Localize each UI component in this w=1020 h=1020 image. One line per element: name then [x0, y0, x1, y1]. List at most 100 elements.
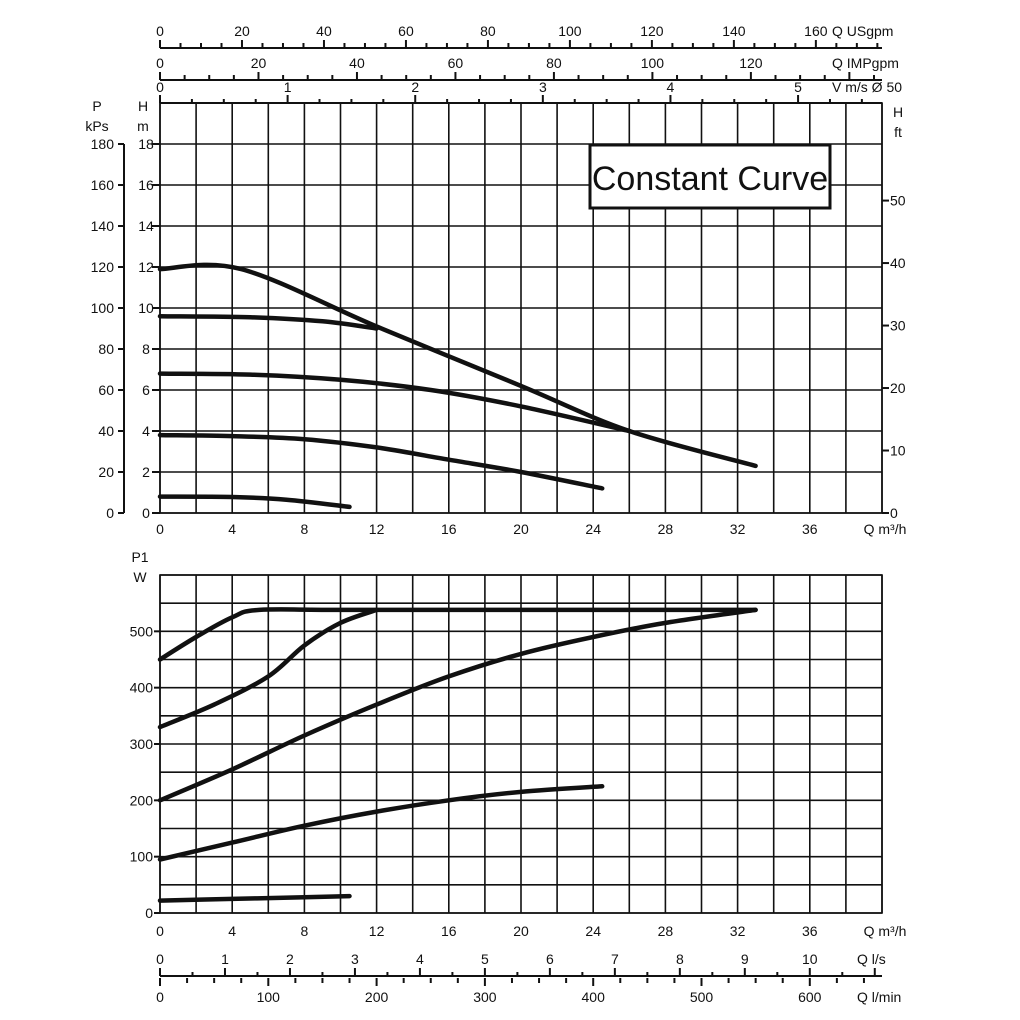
y-tick-label-ft: 50: [890, 193, 906, 209]
top-axis-tick-label: 40: [349, 55, 365, 71]
y-tick-label-ft: 10: [890, 443, 906, 459]
power-curve-1: [157, 607, 758, 662]
y-tick-label-w: 300: [130, 736, 154, 752]
title-frame: [588, 143, 832, 210]
top-axis-tick-label: 80: [480, 23, 496, 39]
x-tick-label: 12: [369, 521, 385, 537]
top-axis-label: Q USgpm: [832, 23, 893, 39]
y-tick-label-m: 10: [138, 300, 154, 316]
x-tick-label: 24: [585, 923, 601, 939]
y-tick-label-kpa: 20: [98, 464, 114, 480]
y-tick-label-kpa: 80: [98, 341, 114, 357]
x-tick-label: 0: [156, 521, 164, 537]
y-tick-label-ft: 40: [890, 255, 906, 271]
x-tick-label: 20: [513, 521, 529, 537]
x-tick-label: 28: [658, 521, 674, 537]
power-axis-title: P1: [131, 549, 148, 565]
ls-tick-label: 10: [802, 951, 818, 967]
y-tick-label-w: 400: [130, 680, 154, 696]
y-tick-label-kpa: 120: [91, 259, 115, 275]
top-axis-tick-label: 0: [156, 23, 164, 39]
top-axis-tick-label: 80: [546, 55, 562, 71]
y-tick-label-kpa: 40: [98, 423, 114, 439]
y-tick-label-m: 8: [142, 341, 150, 357]
head-curve-5: [157, 494, 352, 510]
lmin-tick-label: 200: [365, 989, 389, 1005]
top-axis-tick-label: 3: [539, 79, 547, 95]
x-tick-label: 4: [228, 923, 236, 939]
top-axis-label: Q IMPgpm: [832, 55, 899, 71]
head-curve-1: [157, 262, 758, 469]
x-tick-label: 8: [301, 923, 309, 939]
lmin-tick-label: 100: [257, 989, 281, 1005]
x-tick-label: 28: [658, 923, 674, 939]
lmin-axis-label: Q l/min: [857, 989, 901, 1005]
top-axis-label: V m/s Ø 50: [832, 79, 902, 95]
m-axis-unit: m: [137, 118, 149, 134]
ft-axis-title: H: [893, 104, 903, 120]
y-tick-label-m: 18: [138, 136, 154, 152]
lmin-tick-label: 400: [582, 989, 606, 1005]
top-axis-tick-label: 160: [804, 23, 828, 39]
y-tick-label-kpa: 160: [91, 177, 115, 193]
x-tick-label: 16: [441, 521, 457, 537]
m-axis-title: H: [138, 98, 148, 114]
y-tick-label-kpa: 140: [91, 218, 115, 234]
ls-tick-label: 0: [156, 951, 164, 967]
y-tick-label-w: 100: [130, 849, 154, 865]
ls-tick-label: 9: [741, 951, 749, 967]
top-axis-tick-label: 20: [251, 55, 267, 71]
x-tick-label: 12: [369, 923, 385, 939]
y-tick-label-ft: 0: [890, 505, 898, 521]
top-axis-tick-label: 2: [411, 79, 419, 95]
y-tick-label-w: 200: [130, 792, 154, 808]
power-curve-3: [157, 607, 758, 803]
ls-tick-label: 4: [416, 951, 424, 967]
x-tick-label: 32: [730, 923, 746, 939]
top-axis-tick-label: 60: [398, 23, 414, 39]
y-tick-label-kpa: 60: [98, 382, 114, 398]
y-tick-label-w: 0: [145, 905, 153, 921]
head-curve-2: [157, 313, 379, 331]
head-curve-3: [157, 371, 632, 434]
x-tick-label: 16: [441, 923, 457, 939]
y-tick-label-m: 4: [142, 423, 150, 439]
x-tick-label: 32: [730, 521, 746, 537]
chart-title: Constant Curve: [592, 160, 828, 198]
power-curve-2: [157, 607, 379, 730]
x-tick-label: 4: [228, 521, 236, 537]
top-axis-tick-label: 20: [234, 23, 250, 39]
top-axis-tick-label: 0: [156, 79, 164, 95]
x-tick-label: 8: [301, 521, 309, 537]
y-tick-label-m: 14: [138, 218, 154, 234]
head-flow-panel: 0 4 8 12 16 20 24 28 32 36 Q m³/h02468101214161802…: [85, 23, 906, 537]
top-axis-tick-label: 1: [284, 79, 292, 95]
top-axis-tick-label: 4: [667, 79, 675, 95]
top-axis-tick-label: 120: [640, 23, 664, 39]
kpa-axis-unit: kPs: [85, 118, 108, 134]
top-axis-tick-label: 100: [641, 55, 665, 71]
top-axis-tick-label: 5: [794, 79, 802, 95]
y-tick-label-kpa: 100: [91, 300, 115, 316]
y-tick-label-m: 6: [142, 382, 150, 398]
top-axis-tick-label: 120: [739, 55, 763, 71]
x-tick-label: 36: [802, 521, 818, 537]
ls-tick-label: 1: [221, 951, 229, 967]
top-axis-tick-label: 40: [316, 23, 332, 39]
y-tick-label-m: 12: [138, 259, 154, 275]
y-tick-label-ft: 30: [890, 318, 906, 334]
lmin-tick-label: 300: [473, 989, 497, 1005]
chart-title-box: Constant Curve: [588, 143, 832, 210]
y-tick-label-ft: 20: [890, 380, 906, 396]
power-axis-unit: W: [133, 569, 147, 585]
x-axis-label: Q m³/h: [864, 923, 907, 939]
ls-tick-label: 5: [481, 951, 489, 967]
x-tick-label: 24: [585, 521, 601, 537]
ls-tick-label: 2: [286, 951, 294, 967]
ls-tick-label: 3: [351, 951, 359, 967]
y-tick-label-m: 2: [142, 464, 150, 480]
x-tick-label: 20: [513, 923, 529, 939]
ls-tick-label: 8: [676, 951, 684, 967]
